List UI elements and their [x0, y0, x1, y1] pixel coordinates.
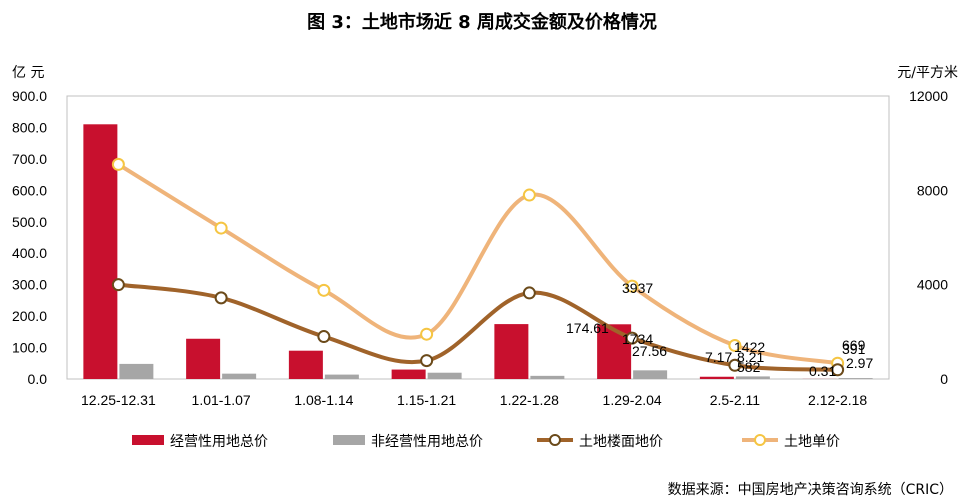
line-series [111, 157, 845, 377]
line-land-unit-price-marker [420, 327, 434, 341]
data-label: 391 [842, 341, 866, 357]
left-axis-unit: 亿 元 [12, 65, 44, 81]
y-left-tick-label: 800.0 [12, 119, 47, 135]
bar-non-operating-land [222, 373, 257, 379]
y-left-tick-label: 600.0 [12, 182, 47, 198]
legend-swatch [132, 435, 164, 445]
data-label: 0.31 [809, 363, 836, 379]
source-note: 数据来源：中国房地产决策咨询系统（CRIC） [668, 481, 953, 498]
legend-label: 经营性用地总价 [170, 434, 268, 450]
x-tick-label: 12.25-12.31 [81, 392, 156, 408]
y-left-tick-label: 700.0 [12, 151, 47, 167]
legend-label: 土地楼面地价 [579, 434, 663, 450]
right-axis-unit: 元/平方米 [897, 65, 958, 81]
line-land-unit-price-marker [728, 338, 742, 352]
bar-non-operating-land [324, 374, 359, 379]
line-floor-price-marker [111, 278, 125, 292]
data-label: 669 [842, 337, 866, 353]
bar-non-operating-land [119, 363, 154, 379]
y-right-tick-label: 12000 [909, 88, 948, 104]
data-label: 174.61 [566, 320, 609, 336]
x-tick-label: 1.01-1.07 [192, 392, 251, 408]
line-land-unit-price-marker [625, 279, 639, 293]
legend-marker [754, 434, 766, 446]
line-floor-price-marker [214, 291, 228, 305]
bar-non-operating-land [838, 378, 873, 379]
data-label: 7.17 [705, 349, 732, 365]
legend-marker [549, 434, 561, 446]
bar-operating-land [699, 376, 734, 379]
left-axis: 0.0 100.0 200.0 300.0 400.0 500.0 600.0 700.0 80… [12, 88, 47, 387]
line-land-unit-price-marker [111, 157, 125, 171]
data-label: 27.56 [632, 343, 667, 359]
y-left-tick-label: 400.0 [12, 245, 47, 261]
line-land-unit-price [116, 162, 840, 366]
x-tick-label: 1.29-2.04 [603, 392, 662, 408]
chart-title: 图 3：土地市场近 8 周成交金额及价格情况 [307, 11, 657, 33]
line-floor-price-marker [831, 363, 845, 377]
right-axis: 0 4000 8000 12000 [909, 88, 948, 387]
data-label: 582 [737, 359, 761, 375]
y-left-tick-label: 900.0 [12, 88, 47, 104]
line-floor-price-marker [625, 331, 639, 345]
line-land-unit-price-marker [317, 283, 331, 297]
bar-operating-land [494, 324, 529, 379]
x-axis: 12.25-12.31 1.01-1.07 1.08-1.14 1.15-1.21 1.… [81, 392, 867, 408]
line-floor-price-marker [317, 330, 331, 344]
legend-label: 土地单价 [784, 434, 840, 450]
bar-operating-land [288, 350, 323, 379]
bar-operating-land [83, 124, 118, 379]
plot-area-border [66, 95, 890, 380]
y-right-tick-label: 8000 [917, 182, 948, 198]
bar-non-operating-land [427, 372, 462, 379]
line-floor-price [116, 282, 840, 372]
legend-label: 非经营性用地总价 [371, 434, 483, 450]
legend: 经营性用地总价 非经营性用地总价 土地楼面地价 土地单价 [132, 434, 840, 450]
bar-non-operating-land [530, 375, 565, 379]
data-label: 1734 [622, 331, 653, 347]
y-right-tick-label: 4000 [917, 277, 948, 293]
bar-series [83, 124, 873, 379]
line-floor-price-marker [420, 354, 434, 368]
line-land-unit-price-marker [214, 221, 228, 235]
line-floor-price-marker [522, 286, 536, 300]
data-label: 1422 [734, 339, 765, 355]
x-tick-label: 2.12-2.18 [808, 392, 867, 408]
x-tick-label: 2.5-2.11 [710, 392, 761, 408]
y-right-tick-label: 0 [940, 371, 948, 387]
bar-non-operating-land [735, 376, 770, 379]
y-left-tick-label: 300.0 [12, 277, 47, 293]
y-left-tick-label: 0.0 [28, 371, 48, 387]
line-land-unit-price-marker [522, 188, 536, 202]
line-floor-price-marker [728, 358, 742, 372]
bar-operating-land [391, 369, 426, 379]
data-label: 3937 [622, 280, 653, 296]
y-left-tick-label: 100.0 [12, 340, 47, 356]
y-left-tick-label: 200.0 [12, 308, 47, 324]
legend-swatch [333, 435, 365, 445]
x-tick-label: 1.22-1.28 [500, 392, 559, 408]
y-left-tick-label: 500.0 [12, 214, 47, 230]
bar-non-operating-land [633, 370, 668, 379]
bar-operating-land [186, 338, 221, 379]
x-tick-label: 1.08-1.14 [294, 392, 353, 408]
data-label: 8.21 [737, 349, 764, 365]
x-tick-label: 1.15-1.21 [397, 392, 456, 408]
data-label: 2.97 [846, 355, 873, 371]
